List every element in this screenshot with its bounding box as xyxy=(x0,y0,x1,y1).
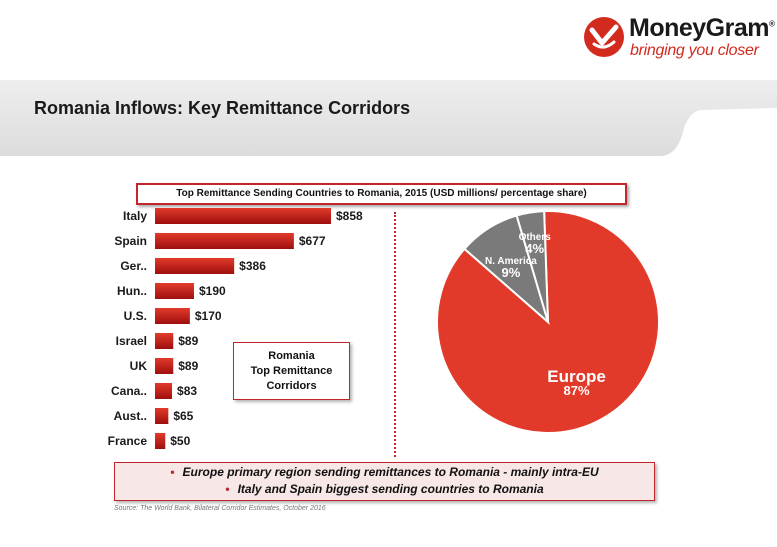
takeaway-item: • Europe primary region sending remittanc… xyxy=(170,465,599,479)
chart-title: Top Remittance Sending Countries to Roma… xyxy=(136,183,627,205)
category-label: UK xyxy=(130,359,148,373)
pie-slice-value: 87% xyxy=(564,383,590,398)
value-label: $89 xyxy=(178,334,198,348)
page-title: Romania Inflows: Key Remittance Corridor… xyxy=(34,98,411,118)
bar xyxy=(155,283,194,299)
value-label: $50 xyxy=(170,434,190,448)
bar xyxy=(155,208,331,224)
moneygram-logo-icon xyxy=(584,17,624,57)
value-label: $83 xyxy=(177,384,197,398)
value-label: $65 xyxy=(173,409,193,423)
pie-slice xyxy=(515,210,549,323)
key-takeaways-box: • Europe primary region sending remittanc… xyxy=(114,462,655,501)
value-label: $677 xyxy=(299,234,326,248)
bar xyxy=(155,233,294,249)
category-label: U.S. xyxy=(124,309,147,323)
value-label: $170 xyxy=(195,309,222,323)
bar xyxy=(155,408,169,424)
bar xyxy=(155,383,173,399)
pie-slice-value: 9% xyxy=(502,265,521,280)
value-label: $858 xyxy=(336,209,363,223)
category-label: Hun.. xyxy=(117,284,147,298)
bar xyxy=(155,433,166,449)
corridor-box-line: Romania xyxy=(268,349,315,362)
value-label: $190 xyxy=(199,284,226,298)
logo-name: MoneyGram® xyxy=(629,14,775,42)
bar xyxy=(155,258,235,274)
category-label: Cana.. xyxy=(111,384,147,398)
bullet-icon: • xyxy=(170,465,175,479)
logo-tagline: bringing you closer xyxy=(630,42,759,59)
category-label: France xyxy=(108,434,148,448)
bar xyxy=(155,308,190,324)
corridor-box-line: Corridors xyxy=(266,379,317,392)
category-label: Spain xyxy=(114,234,147,248)
bar xyxy=(155,358,174,374)
source-note: Source: The World Bank, Bilateral Corrid… xyxy=(114,505,326,512)
bullet-icon: • xyxy=(225,482,230,496)
category-label: Ger.. xyxy=(120,259,147,273)
corridor-box: Romania Top Remittance Corridors xyxy=(233,342,350,400)
pie-slice-label: N. America xyxy=(485,256,537,267)
pie-slice-value: 4% xyxy=(525,241,544,256)
pie-slice-label: Others xyxy=(519,232,552,243)
category-label: Aust.. xyxy=(114,409,147,423)
pie-slice-label: Europe xyxy=(547,367,606,386)
category-label: Israel xyxy=(116,334,147,348)
moneygram-logo: MoneyGram® bringing you closer xyxy=(583,8,775,66)
bar xyxy=(155,333,174,349)
corridor-box-line: Top Remittance xyxy=(250,364,333,377)
value-label: $386 xyxy=(239,259,266,273)
divider xyxy=(394,212,396,457)
header-band xyxy=(0,80,777,156)
category-label: Italy xyxy=(123,209,147,223)
takeaway-item: • Italy and Spain biggest sending countri… xyxy=(225,482,544,496)
value-label: $89 xyxy=(178,359,198,373)
